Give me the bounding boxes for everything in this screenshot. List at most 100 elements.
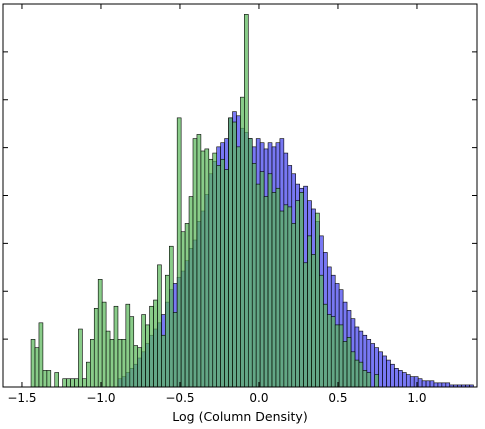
histogram-bar <box>437 382 443 388</box>
histogram-bar <box>137 347 142 388</box>
histogram-bar <box>192 138 198 388</box>
histogram-bar <box>97 279 103 388</box>
histogram-bar <box>326 314 332 388</box>
x-tick-label: 0.5 <box>328 391 347 405</box>
histogram-bar <box>145 324 150 388</box>
x-tick-label: −0.5 <box>165 391 194 405</box>
histogram-bar <box>208 158 214 388</box>
histogram-bar <box>196 134 202 388</box>
histogram-bar <box>275 187 281 388</box>
histogram-bar <box>354 359 360 388</box>
histogram-bar <box>398 370 403 388</box>
histogram-bar <box>70 378 75 388</box>
histogram-bar <box>334 324 340 388</box>
x-tick-label: 1.0 <box>407 391 426 405</box>
histogram-bar <box>204 148 210 388</box>
histogram-bar <box>402 372 407 388</box>
histogram-bar <box>232 121 237 388</box>
histogram-bar <box>172 312 178 388</box>
histogram-bar <box>338 324 344 388</box>
x-axis-label: Log (Column Density) <box>172 409 307 424</box>
histogram-bar <box>220 158 225 388</box>
histogram-bar <box>153 299 158 388</box>
histogram-bar <box>105 330 111 388</box>
histogram-bar <box>141 314 146 388</box>
histogram-bar <box>263 196 269 388</box>
x-tick-label: −1.0 <box>86 391 115 405</box>
histogram-bar <box>74 378 79 388</box>
histogram-bar <box>180 231 186 388</box>
histogram-bar <box>441 382 447 388</box>
histogram-bar <box>251 163 257 388</box>
histogram-bar <box>90 339 95 388</box>
histogram-bar <box>409 376 415 388</box>
histogram-bar <box>390 363 395 388</box>
histogram-bar <box>358 361 364 388</box>
histogram-bar <box>386 359 391 388</box>
histogram-bar <box>109 339 115 388</box>
histogram-bar <box>295 200 300 388</box>
histogram-bar <box>307 235 312 388</box>
histogram-bar <box>299 192 304 388</box>
histogram-bar <box>445 382 451 388</box>
histogram-bar <box>362 370 368 388</box>
axis-ticks: −1.5 −1.0 −0.5 0.0 0.5 1.0 <box>3 3 477 405</box>
histogram-bar <box>176 117 182 388</box>
histogram-bar <box>129 316 135 388</box>
histogram-bar <box>433 382 439 388</box>
histogram-bar <box>34 347 40 388</box>
x-tick-label: 0.0 <box>249 391 268 405</box>
histogram-bar <box>161 334 166 388</box>
histogram-bar <box>86 361 91 388</box>
histogram-bar <box>413 376 419 388</box>
histogram-bar <box>405 374 411 388</box>
histogram-bar <box>346 337 352 388</box>
histogram-bar <box>382 355 387 388</box>
histogram-bar <box>93 308 99 388</box>
histogram-bar <box>271 192 277 388</box>
histogram-bar <box>267 173 273 388</box>
histogram-bar <box>255 183 261 388</box>
histogram-bar <box>311 254 316 388</box>
histogram-bar <box>350 351 356 388</box>
histogram-bar <box>228 117 233 388</box>
histogram-bar <box>323 303 328 388</box>
histogram-bar <box>101 301 107 388</box>
histogram-bar <box>259 171 265 388</box>
histogram-bar <box>46 370 52 388</box>
histogram-bar <box>117 339 123 388</box>
histogram-bar <box>42 370 48 388</box>
histogram-bar <box>417 378 423 388</box>
histogram-series-1 <box>30 14 379 388</box>
histogram-bar <box>165 274 170 388</box>
histogram-bar <box>244 14 249 388</box>
histogram-bar <box>62 378 67 388</box>
histogram-bar <box>236 146 241 388</box>
histogram-bar <box>248 138 253 388</box>
histogram-bar <box>113 305 119 388</box>
histogram-bar <box>184 223 190 388</box>
histogram-bars <box>30 14 474 388</box>
histogram-bar <box>54 372 60 388</box>
histogram-bar <box>66 378 71 388</box>
histogram-bar <box>121 339 127 388</box>
histogram-bar <box>200 150 206 388</box>
histogram-bar <box>133 345 139 388</box>
histogram-bar <box>425 380 431 388</box>
histogram-bar <box>30 339 36 388</box>
histogram-bar <box>125 303 131 388</box>
x-tick-label: −1.5 <box>7 391 36 405</box>
histogram-bar <box>394 368 399 388</box>
histogram-bar <box>330 316 336 388</box>
histogram-bar <box>216 165 221 388</box>
histogram-bar <box>38 322 44 388</box>
histogram-bar <box>240 96 245 388</box>
histogram-bar <box>429 380 435 388</box>
histogram-bar <box>319 274 324 388</box>
histogram-bar <box>224 169 229 388</box>
histogram-bar <box>291 223 297 388</box>
histogram-bar <box>82 378 87 388</box>
histogram-bar <box>283 204 289 388</box>
histogram-bar <box>366 372 372 388</box>
histogram-bar <box>287 206 293 388</box>
